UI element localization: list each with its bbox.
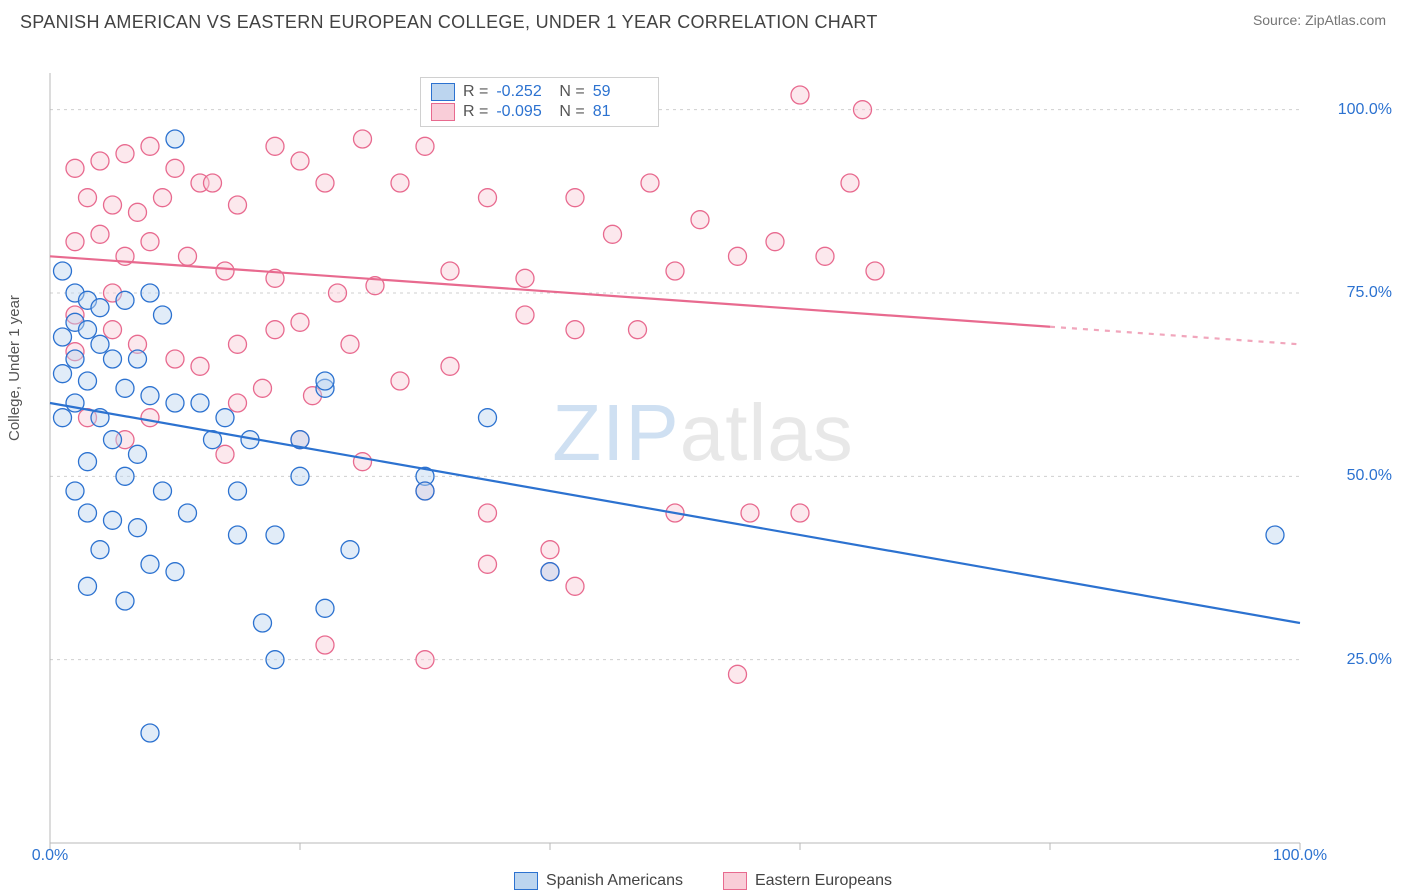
r-value: -0.252	[496, 83, 551, 101]
swatch-blue	[431, 83, 455, 101]
chart-title: SPANISH AMERICAN VS EASTERN EUROPEAN COL…	[20, 12, 878, 33]
swatch-blue	[514, 872, 538, 890]
y-axis-label: College, Under 1 year	[6, 295, 23, 441]
r-label: R =	[463, 103, 488, 121]
legend-item-eastern: Eastern Europeans	[723, 872, 892, 890]
n-label: N =	[559, 83, 584, 101]
x-tick-label: 0.0%	[32, 847, 68, 865]
correlation-legend: R = -0.252 N = 59 R = -0.095 N = 81	[420, 77, 659, 127]
legend-label: Eastern Europeans	[755, 872, 892, 890]
y-tick-label: 75.0%	[1347, 284, 1392, 302]
legend-row-blue: R = -0.252 N = 59	[431, 82, 648, 102]
chart-header: SPANISH AMERICAN VS EASTERN EUROPEAN COL…	[0, 0, 1406, 41]
series-legend: Spanish Americans Eastern Europeans	[0, 872, 1406, 890]
y-tick-label: 25.0%	[1347, 651, 1392, 669]
x-tick-label: 100.0%	[1273, 847, 1327, 865]
n-value: 81	[593, 103, 648, 121]
y-tick-label: 50.0%	[1347, 467, 1392, 485]
chart-container: College, Under 1 year ZIPatlas R = -0.25…	[0, 41, 1406, 892]
swatch-pink	[723, 872, 747, 890]
source-prefix: Source:	[1253, 12, 1305, 28]
r-value: -0.095	[496, 103, 551, 121]
legend-row-pink: R = -0.095 N = 81	[431, 102, 648, 122]
n-label: N =	[559, 103, 584, 121]
source-name: ZipAtlas.com	[1305, 12, 1386, 28]
swatch-pink	[431, 103, 455, 121]
scatter-chart	[0, 41, 1406, 892]
legend-label: Spanish Americans	[546, 872, 683, 890]
n-value: 59	[593, 83, 648, 101]
r-label: R =	[463, 83, 488, 101]
legend-item-spanish: Spanish Americans	[514, 872, 683, 890]
y-tick-label: 100.0%	[1338, 101, 1392, 119]
source-attribution: Source: ZipAtlas.com	[1253, 12, 1386, 28]
